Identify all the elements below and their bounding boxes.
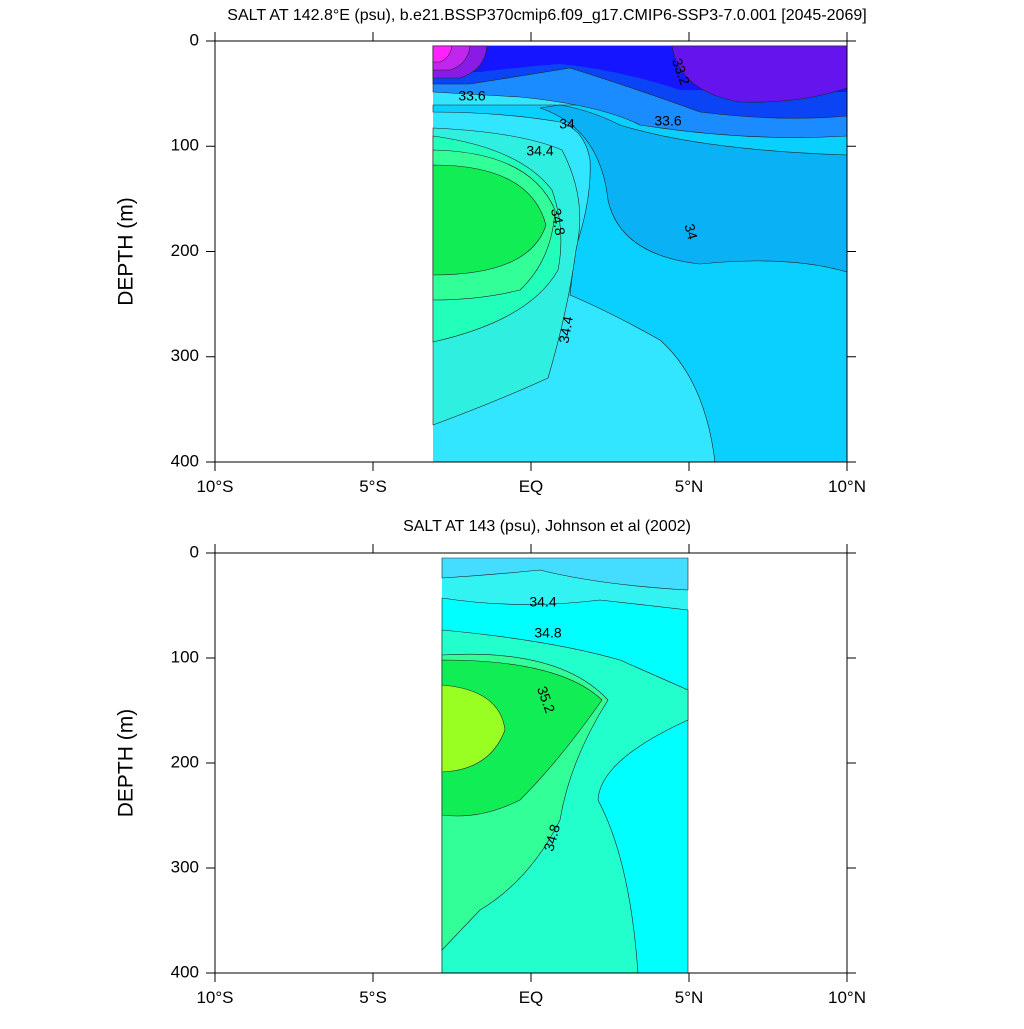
x-tick-label: 10°S	[196, 477, 233, 496]
contour-label: 34.4	[526, 143, 553, 159]
x-tick-label: EQ	[519, 988, 544, 1007]
chart-title: SALT AT 143 (psu), Johnson et al (2002)	[403, 518, 691, 535]
x-tick-label: 10°S	[196, 988, 233, 1007]
x-tick-label: 5°N	[675, 988, 704, 1007]
contour-label: 34.8	[548, 207, 569, 237]
contour-fill-top	[432, 45, 848, 463]
x-tick-label: 10°N	[828, 477, 866, 496]
y-tick-label: 200	[171, 241, 199, 260]
y-tick-label: 100	[171, 647, 199, 666]
contour-label: 34.8	[540, 822, 563, 853]
y-tick-label: 400	[171, 962, 199, 981]
x-tick-label: 5°S	[359, 477, 387, 496]
contour-label: 34	[559, 116, 575, 132]
x-tick-label: EQ	[519, 477, 544, 496]
contour-label: 34.4	[529, 594, 556, 610]
contour-label: 33.6	[458, 88, 485, 104]
contour-label: 33.6	[654, 113, 681, 129]
y-tick-label: 200	[171, 752, 199, 771]
x-tick-label: 5°S	[359, 988, 387, 1007]
y-tick-label: 400	[171, 451, 199, 470]
contour-label: 34	[682, 222, 702, 241]
chart-title: SALT AT 142.8°E (psu), b.e21.BSSP370cmip…	[227, 7, 866, 24]
y-axis-label: DEPTH (m)	[115, 709, 138, 818]
x-tick-label: 5°N	[675, 477, 704, 496]
y-tick-label: 100	[171, 136, 199, 155]
contour-fill-bottom	[441, 557, 689, 974]
x-tick-label: 10°N	[828, 988, 866, 1007]
contour-label: 34.8	[534, 625, 561, 641]
y-tick-label: 0	[190, 542, 199, 561]
y-tick-label: 300	[171, 857, 199, 876]
y-axis-label: DEPTH (m)	[115, 197, 138, 306]
y-tick-label: 300	[171, 346, 199, 365]
y-tick-label: 0	[190, 30, 199, 49]
contour-label: 34.4	[555, 315, 576, 345]
